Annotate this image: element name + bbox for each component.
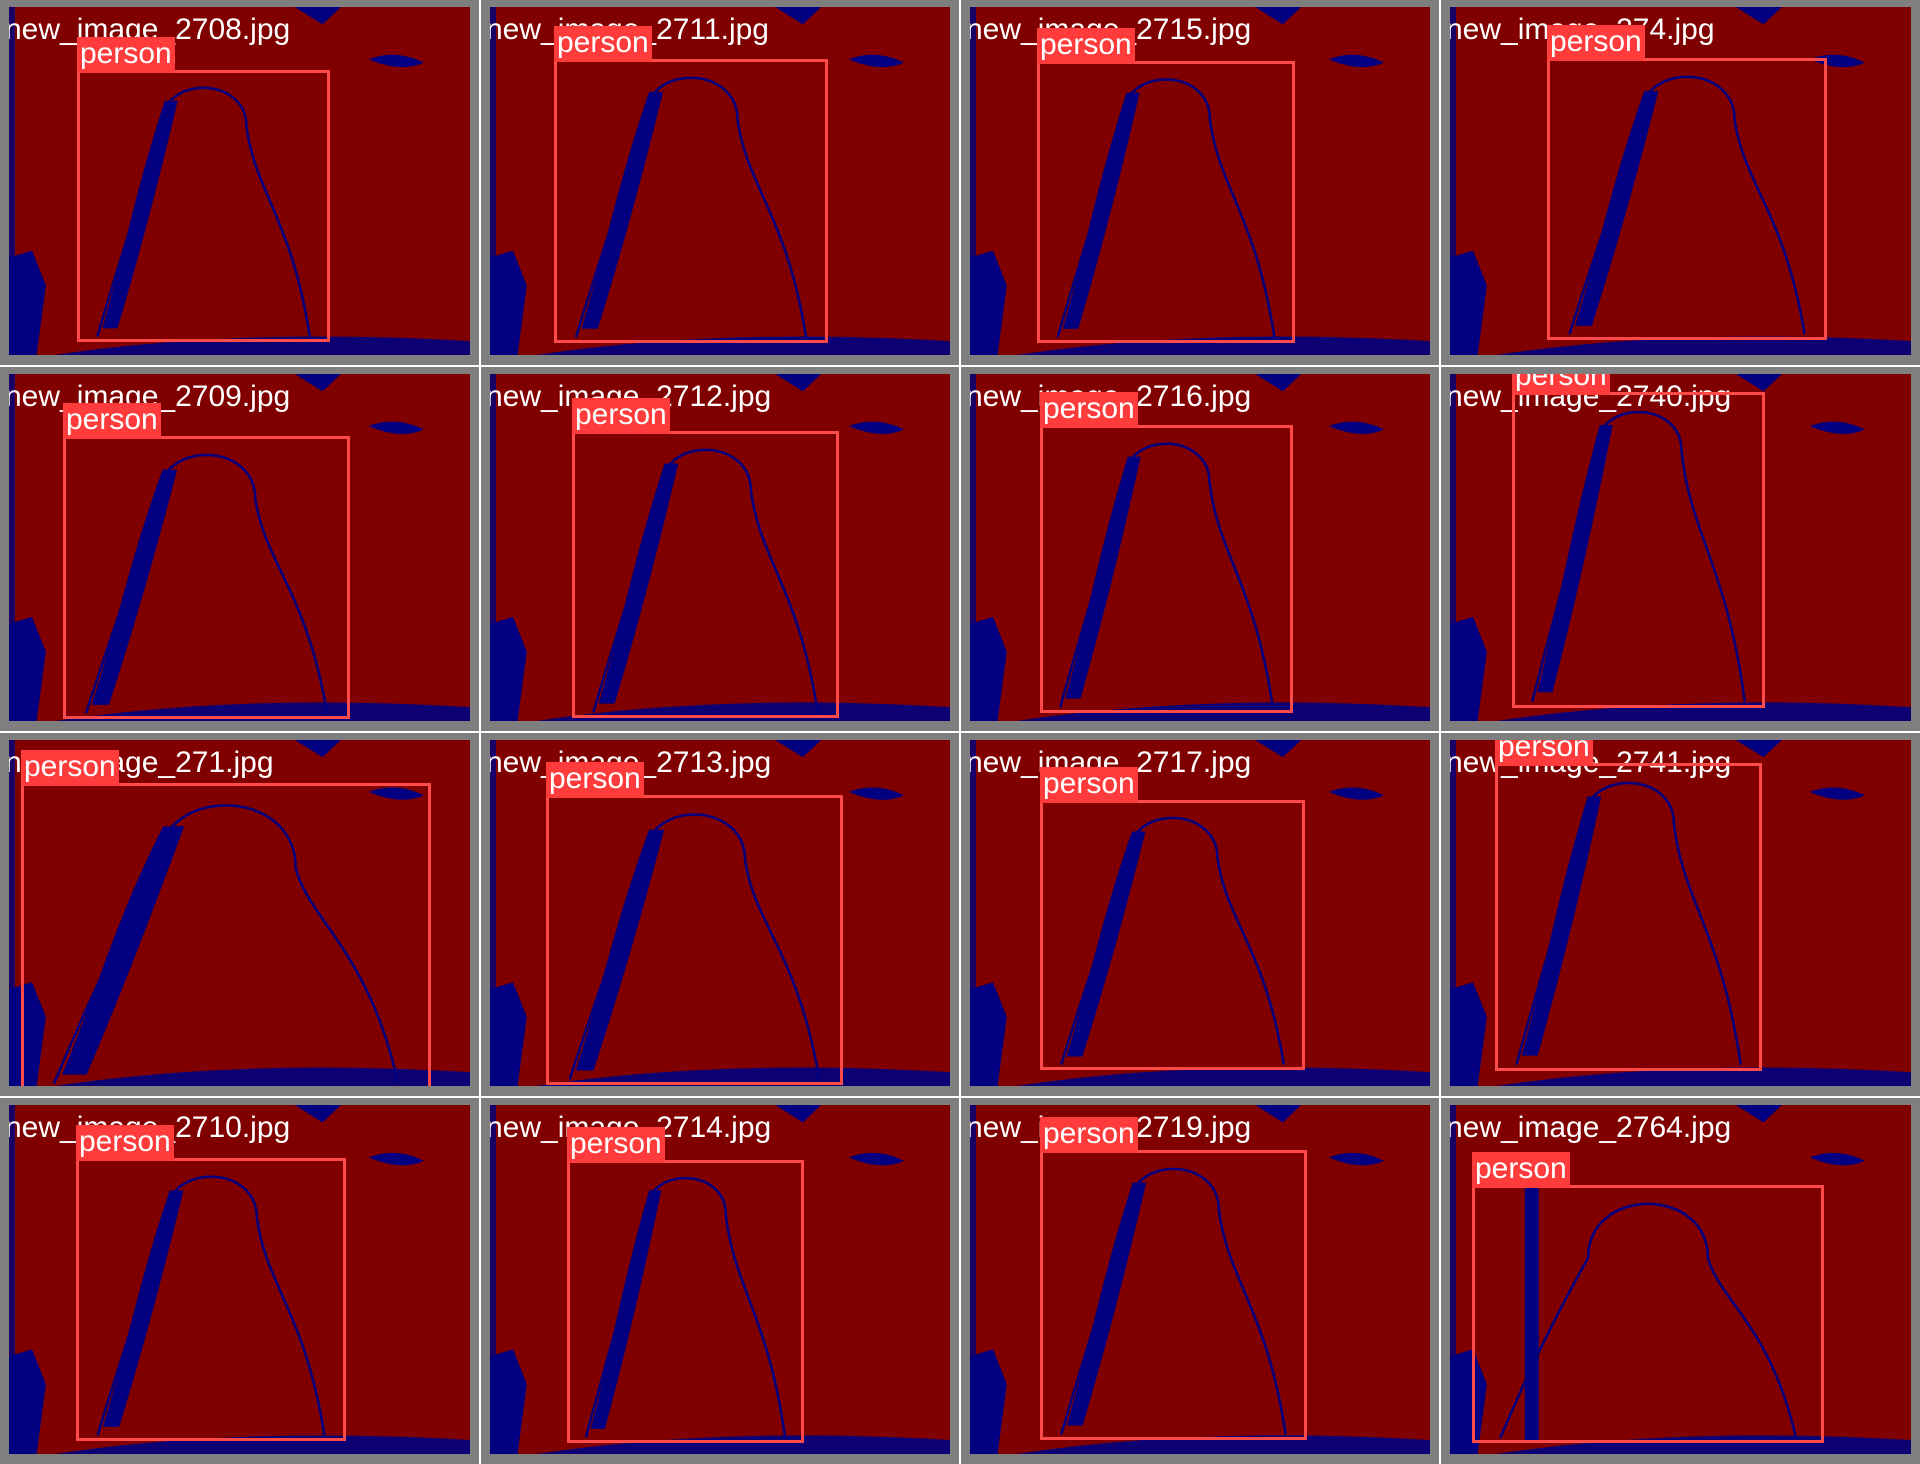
heatmap-image <box>9 7 470 355</box>
detection-label: person <box>1547 25 1645 61</box>
detection-label: person <box>1472 1152 1570 1188</box>
heatmap-image <box>490 7 950 355</box>
detection-box[interactable]: person <box>1040 767 1305 1070</box>
image-tile[interactable]: new_image_2740.jpg person <box>1441 367 1920 731</box>
heatmap-image <box>970 1105 1430 1454</box>
detection-label: person <box>572 398 670 434</box>
heatmap-image <box>1450 740 1911 1086</box>
detection-label: person <box>1040 1117 1138 1153</box>
detection-box[interactable]: person <box>63 403 350 719</box>
heatmap-image <box>970 740 1430 1086</box>
heatmap-image <box>1450 374 1911 721</box>
image-canvas: new_image_271.jpg person <box>9 740 470 1086</box>
image-canvas: new_image_2717.jpg person <box>970 740 1430 1086</box>
detection-label: person <box>567 1127 665 1163</box>
detection-box[interactable]: person <box>21 750 431 1086</box>
heatmap-image <box>490 740 950 1086</box>
detection-box[interactable]: person <box>1547 25 1827 340</box>
image-tile[interactable]: new_image_2708.jpg person <box>0 0 479 365</box>
detection-box[interactable]: person <box>77 37 330 342</box>
detection-box[interactable]: person <box>76 1125 346 1441</box>
image-tile[interactable]: new_image_271.jpg person <box>0 733 479 1096</box>
detection-label: person <box>1040 392 1138 428</box>
image-canvas: new_image_2708.jpg person <box>9 7 470 355</box>
detection-label: person <box>554 26 652 62</box>
detection-box[interactable]: person <box>1495 740 1762 1071</box>
heatmap-image <box>1450 7 1911 355</box>
detection-label: person <box>546 762 644 798</box>
detection-label: person <box>1512 374 1610 395</box>
detection-box[interactable]: person <box>1512 374 1765 708</box>
detection-label: person <box>76 1125 174 1161</box>
detection-label: person <box>1037 28 1135 64</box>
image-tile[interactable]: new_image_2717.jpg person <box>961 733 1439 1096</box>
image-tile[interactable]: new_image_2709.jpg person <box>0 367 479 731</box>
detection-box[interactable]: person <box>1037 28 1295 343</box>
image-filename: new_image_2764.jpg <box>1450 1111 1732 1144</box>
detection-label: person <box>1040 767 1138 803</box>
detection-box[interactable]: person <box>546 762 843 1085</box>
detection-label: person <box>1495 740 1593 766</box>
heatmap-image <box>970 7 1430 355</box>
image-tile[interactable]: new_image_2712.jpg person <box>481 367 959 731</box>
heatmap-image <box>970 374 1430 721</box>
detection-label: person <box>77 37 175 73</box>
image-canvas: new_image_2709.jpg person <box>9 374 470 721</box>
detection-box[interactable]: person <box>554 26 828 343</box>
image-canvas: new_image_2740.jpg person <box>1450 374 1911 721</box>
detection-box[interactable]: person <box>1040 1117 1307 1440</box>
detection-box[interactable]: person <box>1472 1152 1824 1443</box>
detection-label: person <box>63 403 161 439</box>
heatmap-image <box>9 740 470 1086</box>
heatmap-image <box>490 1105 950 1454</box>
image-canvas: new_image_2712.jpg person <box>490 374 950 721</box>
detection-box[interactable]: person <box>1040 392 1293 713</box>
heatmap-image <box>9 1105 470 1454</box>
detection-label: person <box>21 750 119 786</box>
detection-box[interactable]: person <box>567 1127 804 1443</box>
detection-box[interactable]: person <box>572 398 839 718</box>
